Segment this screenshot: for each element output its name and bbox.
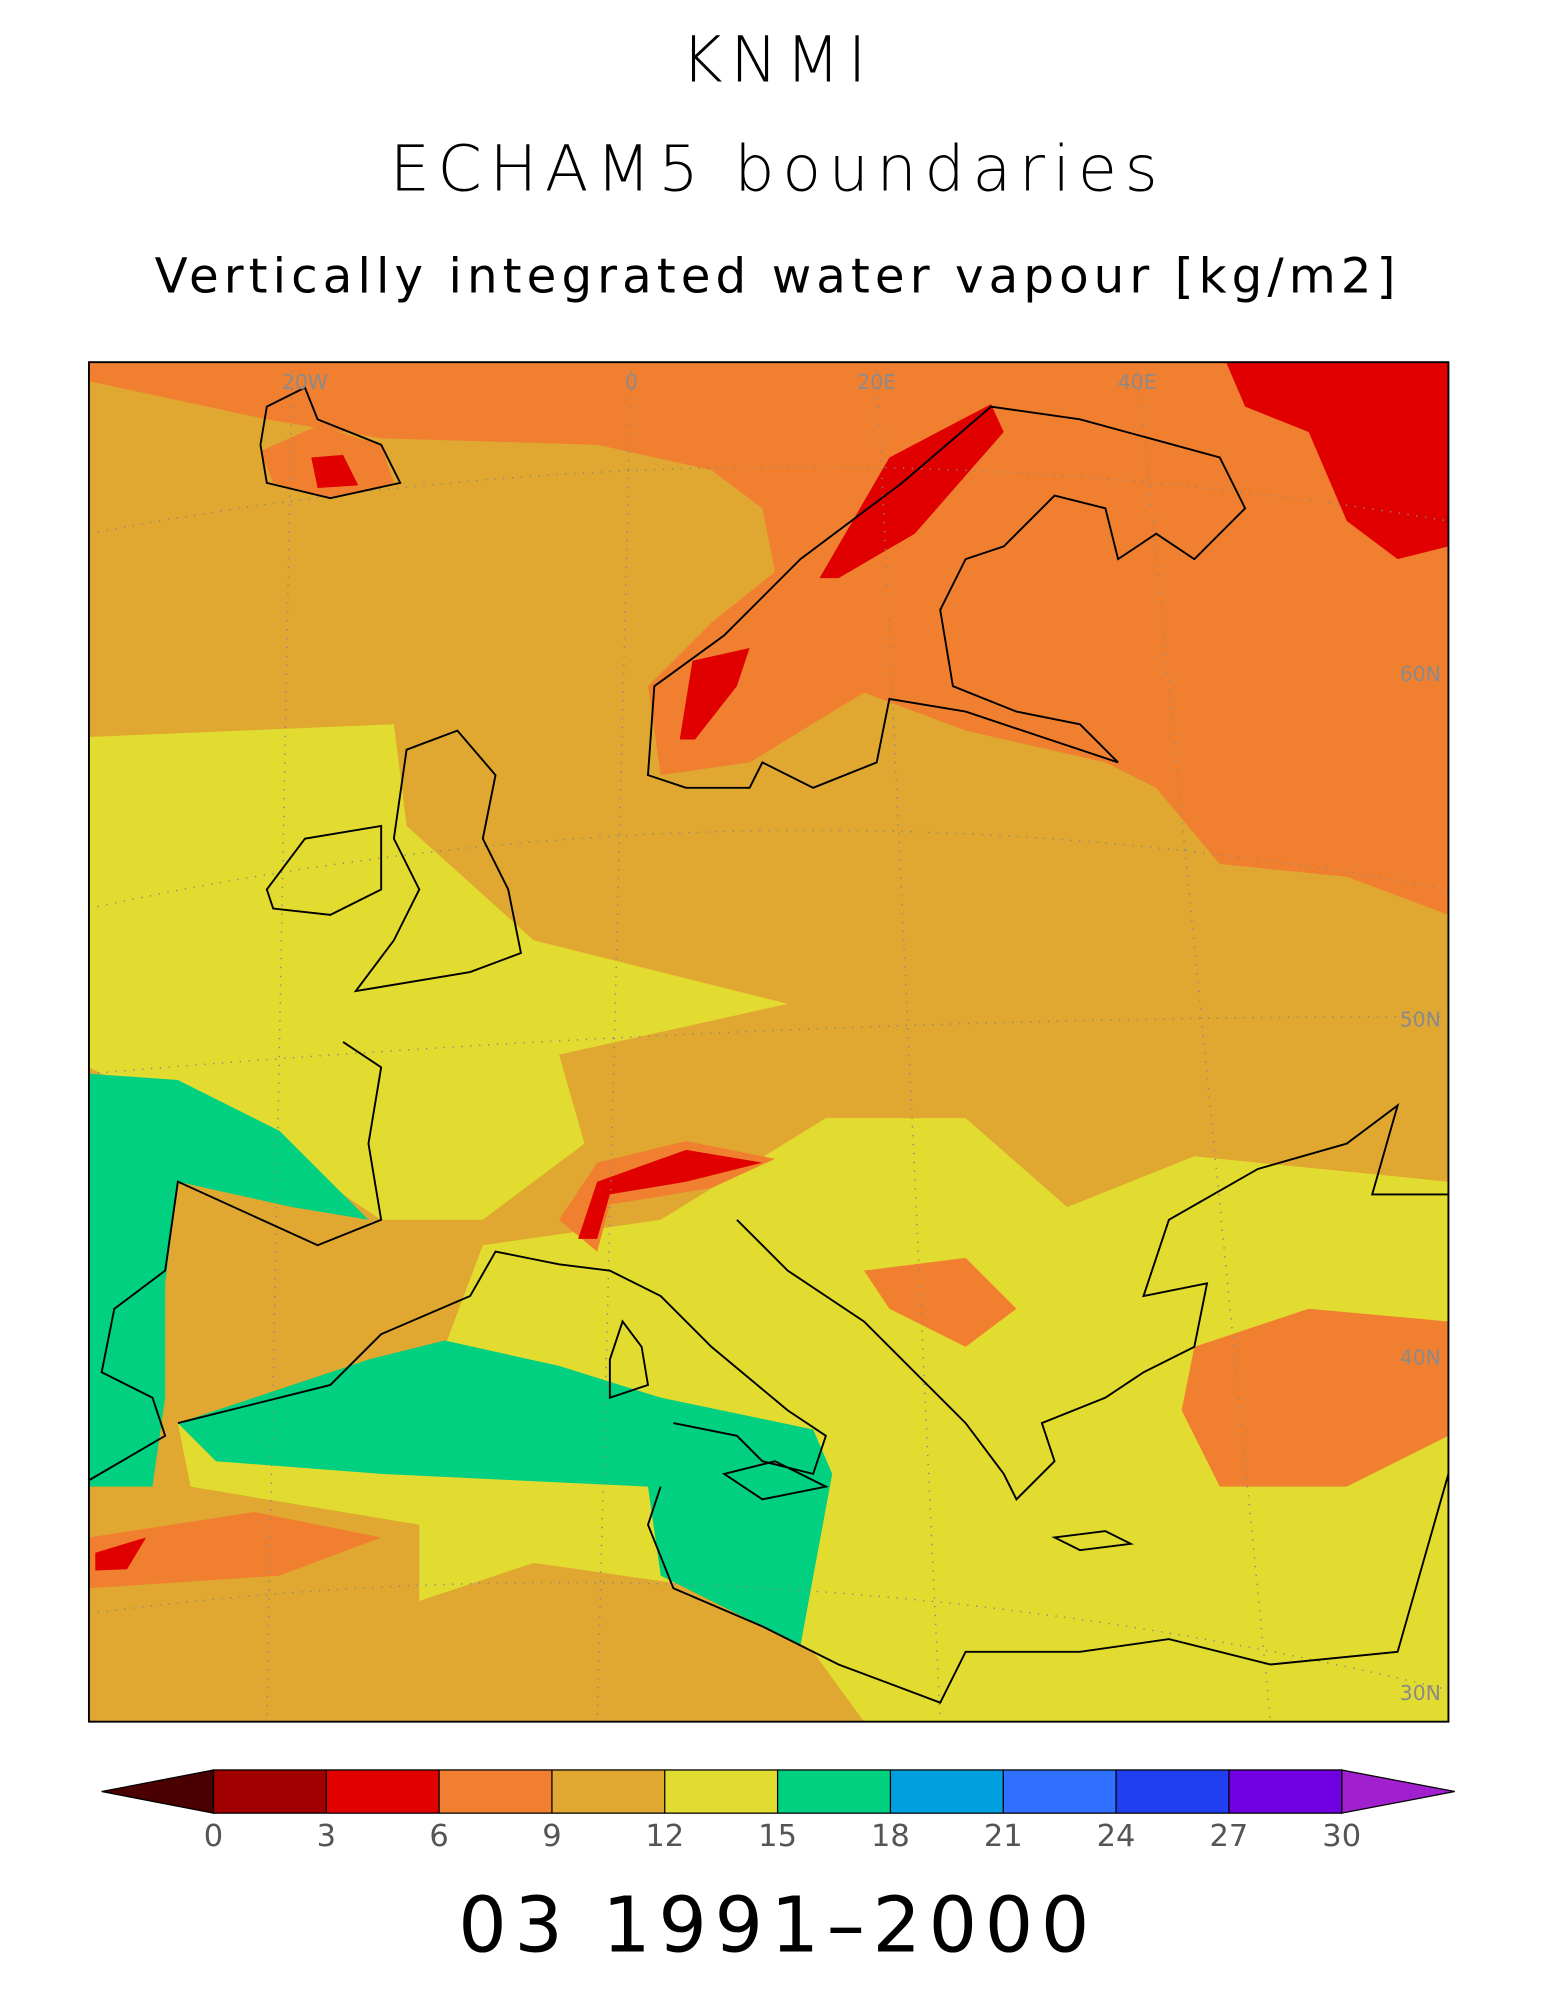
- map-field: [88, 362, 1449, 1722]
- colorbar-segment: [213, 1769, 327, 1814]
- colorbar-segment: [1228, 1769, 1342, 1814]
- title-line: KNMI: [681, 22, 874, 96]
- lon-label: 20E: [857, 370, 896, 394]
- colorbar-segment: [777, 1769, 891, 1814]
- colorbar-tick-label: 3: [317, 1819, 336, 1854]
- colorbar: 0 3 6 9 12 15 18 21 24 27 30: [101, 1769, 1455, 1854]
- colorbar-segment: [664, 1769, 778, 1814]
- colorbar-tick-label: 18: [871, 1819, 910, 1854]
- lon-label: 40E: [1118, 370, 1157, 394]
- colorbar-tick-label: 24: [1097, 1819, 1136, 1854]
- subtitle: Vertically integrated water vapour [kg/m…: [155, 248, 1401, 304]
- colorbar-tick-label: 6: [429, 1819, 448, 1854]
- colorbar-under: [101, 1769, 215, 1814]
- lat-label: 50N: [1400, 1008, 1441, 1032]
- colorbar-tick-label: 12: [645, 1819, 684, 1854]
- lat-label: 30N: [1400, 1681, 1441, 1705]
- lat-label: 60N: [1400, 662, 1441, 686]
- colorbar-segment: [890, 1769, 1004, 1814]
- colorbar-tick-label: 27: [1209, 1819, 1248, 1854]
- period-label: 03 1991–2000: [458, 1881, 1097, 1970]
- colorbar-tick-label: 0: [204, 1819, 223, 1854]
- grid-labels: 20W 0 20E 40E 60N 50N 40N 30N: [282, 370, 1441, 1705]
- title-line: ECHAM5 boundaries: [390, 132, 1166, 206]
- colorbar-tick-label: 15: [758, 1819, 797, 1854]
- colorbar-tick-label: 9: [542, 1819, 561, 1854]
- colorbar-segment: [1003, 1769, 1117, 1814]
- colorbar-segment: [326, 1769, 440, 1814]
- lon-label: 0: [625, 370, 638, 394]
- colorbar-over: [1341, 1769, 1455, 1814]
- colorbar-tick-label: 21: [984, 1819, 1023, 1854]
- colorbar-segment: [551, 1769, 665, 1814]
- colorbar-segment: [1116, 1769, 1229, 1814]
- colorbar-tick-label: 30: [1322, 1819, 1361, 1854]
- colorbar-frame: [212, 1769, 1343, 1814]
- map-frame: [87, 361, 1450, 1723]
- colorbar-segment: [439, 1769, 552, 1814]
- lat-label: 40N: [1400, 1346, 1441, 1370]
- lon-label: 20W: [282, 370, 328, 394]
